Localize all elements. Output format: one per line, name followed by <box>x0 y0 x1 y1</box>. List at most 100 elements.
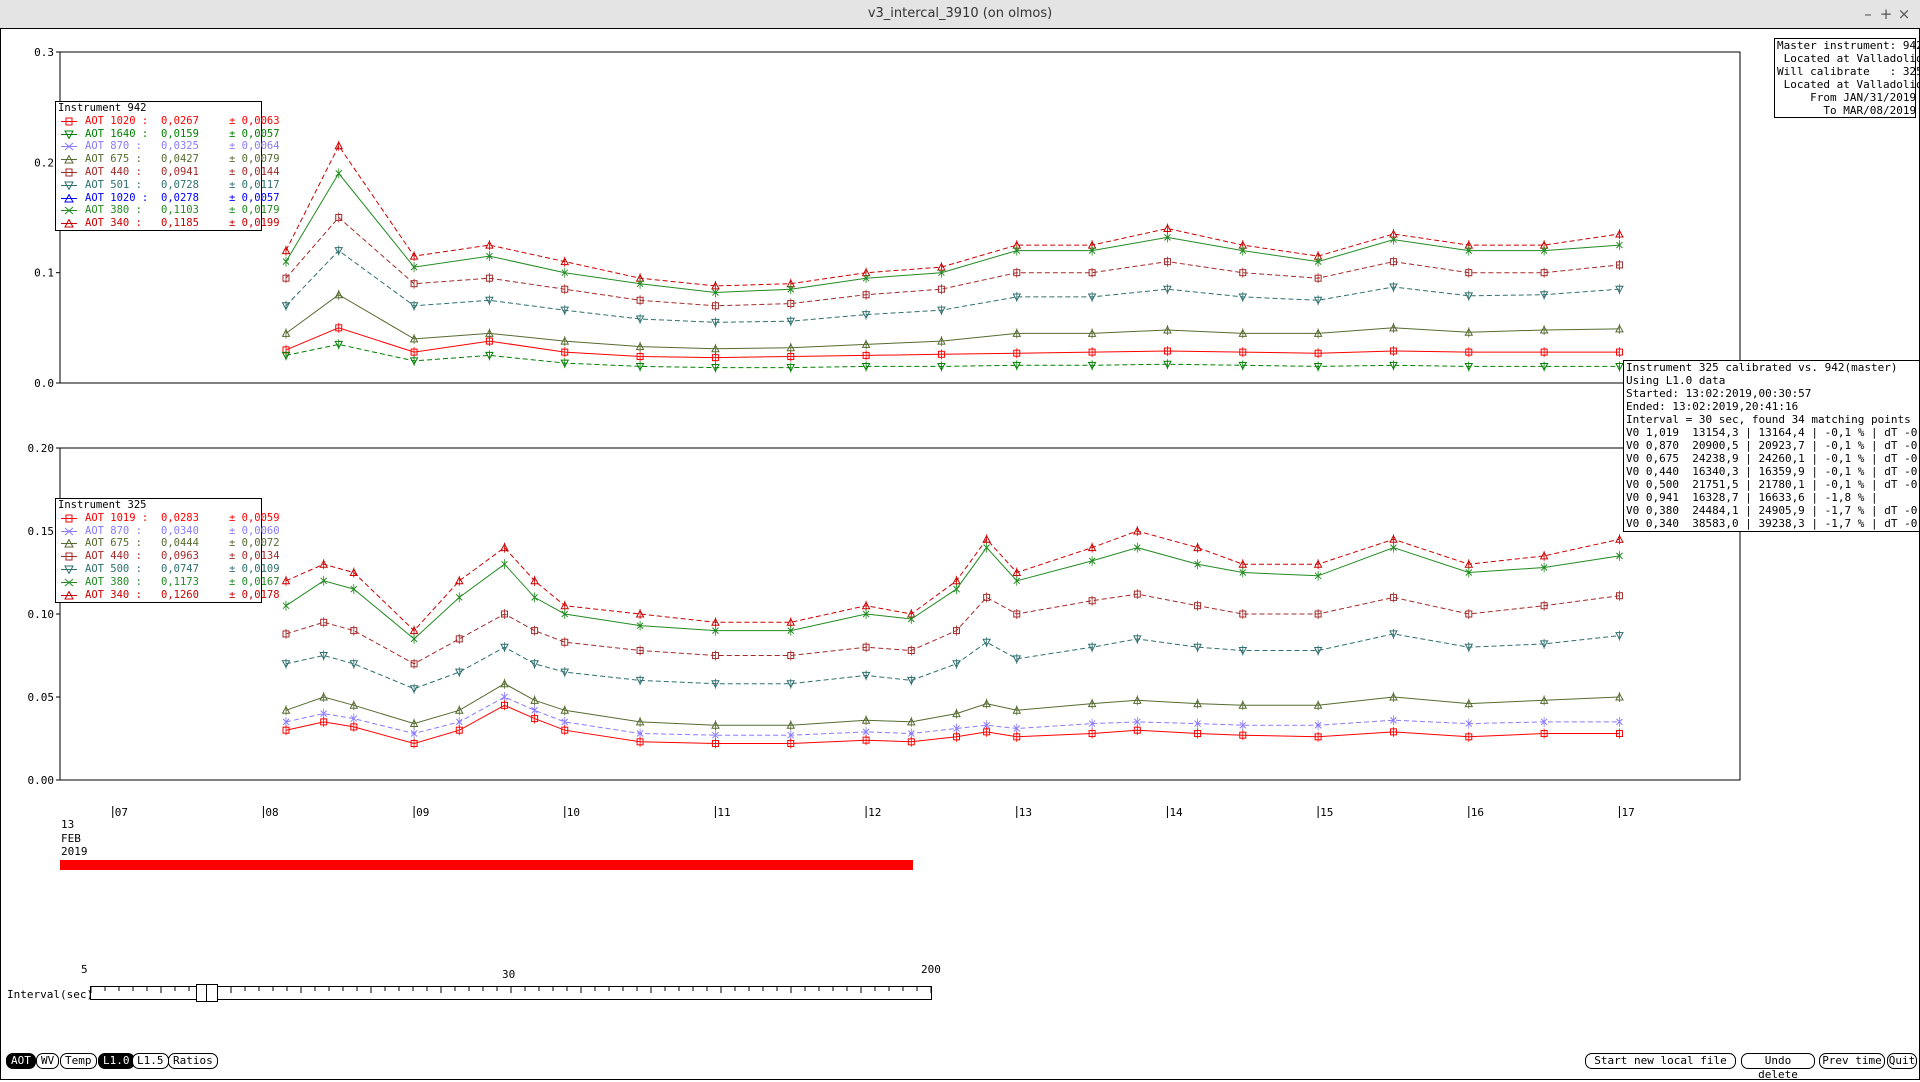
data-point <box>636 353 644 361</box>
data-point <box>1013 577 1021 585</box>
data-point <box>1615 324 1624 333</box>
data-point <box>937 362 946 372</box>
data-point <box>1464 699 1474 708</box>
data-point <box>1194 560 1201 568</box>
data-point <box>1239 731 1247 739</box>
x-marker-icon <box>61 578 77 587</box>
legend-value: 0,1185 <box>161 217 199 230</box>
data-point <box>1539 362 1549 372</box>
legend-name: AOT 870 : <box>85 140 142 153</box>
data-point <box>530 695 539 704</box>
prev-time-button[interactable]: Prev time <box>1819 1053 1885 1069</box>
data-point <box>560 257 570 266</box>
calib-line: V0 0,440 16340,3 | 16359,9 | -0,1 % | dT… <box>1626 465 1920 478</box>
series-line <box>285 704 1620 745</box>
data-point <box>1389 258 1397 266</box>
data-point <box>282 718 290 726</box>
legend-err: ± 0,0199 <box>229 217 280 230</box>
l10-button[interactable]: L1.0 <box>98 1053 135 1069</box>
calib-line: Using L1.0 data <box>1626 374 1726 387</box>
data-point <box>1615 362 1624 372</box>
legend-name: AOT 675 : <box>85 153 142 166</box>
series-line <box>285 172 1620 294</box>
legend-item: AOT 870 : 0,0340 ± 0,0060 <box>56 524 280 538</box>
maximize-button[interactable]: + <box>1879 5 1893 23</box>
calib-line: V0 0,870 20900,5 | 20923,7 | -0,1 % | dT… <box>1626 439 1920 452</box>
data-point <box>952 660 961 669</box>
data-point <box>1540 730 1548 738</box>
data-point <box>711 318 720 327</box>
data-point <box>861 671 871 680</box>
series-line <box>285 683 1620 726</box>
data-point <box>1540 348 1548 356</box>
data-point <box>787 300 795 308</box>
x-tick-label: 11 <box>717 806 730 819</box>
legend-name: AOT 870 : <box>85 524 142 537</box>
data-point <box>1239 721 1247 729</box>
master-info-line: To MAR/08/2019 <box>1777 104 1917 117</box>
temp-button[interactable]: Temp <box>60 1053 97 1069</box>
data-point <box>281 302 291 311</box>
data-point <box>1133 718 1141 726</box>
interval-slider-thumb[interactable] <box>196 984 218 1002</box>
data-point <box>787 652 795 659</box>
data-point <box>1615 348 1623 356</box>
plot-instrument-325: 0.00 0.05 0.10 0.15 0.20 <box>28 442 1741 787</box>
data-point <box>1088 720 1096 727</box>
aot-button[interactable]: AOT <box>6 1053 36 1069</box>
data-point <box>350 585 358 593</box>
data-point <box>983 728 991 736</box>
calib-line: V0 1,019 13154,3 | 13164,4 | -0,1 % | dT… <box>1626 426 1920 439</box>
data-point <box>1012 705 1022 714</box>
data-point <box>862 728 870 736</box>
legend-name: AOT 340 : <box>85 588 142 601</box>
x-tick-label: 10 <box>567 806 580 819</box>
data-point <box>410 280 418 288</box>
data-point <box>862 274 870 282</box>
data-point <box>1465 269 1473 277</box>
data-point <box>1314 572 1322 580</box>
legend-err: ± 0,0063 <box>229 114 280 127</box>
ratios-button[interactable]: Ratios <box>168 1053 218 1069</box>
x-tick-label: 07 <box>115 806 128 819</box>
legend-name: AOT 675 : <box>85 537 142 550</box>
wv-button[interactable]: WV <box>36 1053 60 1069</box>
data-point <box>1389 630 1398 639</box>
data-point <box>409 302 419 311</box>
legend-item: AOT 380 : 0,1103 ± 0,0179 <box>56 204 280 217</box>
data-point <box>1314 721 1322 729</box>
calib-line: V0 0,380 24484,1 | 24905,9 | -1,7 % | dT… <box>1626 504 1920 517</box>
legend-value: 0,0340 <box>161 524 199 537</box>
data-point <box>635 717 645 726</box>
start-new-local-file-button[interactable]: Start new local file <box>1585 1053 1736 1069</box>
data-point <box>350 715 358 722</box>
data-point <box>861 339 871 348</box>
data-point <box>636 647 644 655</box>
undo-delete-button[interactable]: Undo delete <box>1741 1053 1815 1081</box>
data-point <box>486 252 493 260</box>
y-tick-label: 0.1 <box>34 267 54 280</box>
data-point <box>1238 328 1248 337</box>
minimize-button[interactable]: – <box>1864 5 1872 23</box>
legend-item: AOT 501 : 0,0728 ± 0,0117 <box>56 179 280 192</box>
data-point <box>1163 325 1172 334</box>
data-point <box>1238 361 1248 370</box>
data-point <box>1012 361 1022 370</box>
data-point <box>1238 559 1248 568</box>
data-point <box>711 680 720 689</box>
data-range-bar <box>60 860 913 870</box>
data-point <box>1163 258 1171 266</box>
data-point <box>409 626 419 635</box>
data-point <box>983 544 990 551</box>
x-tick-label: 17 <box>1621 806 1634 819</box>
data-point <box>320 577 328 585</box>
data-point <box>455 594 463 601</box>
data-point <box>1540 269 1548 277</box>
close-button[interactable]: × <box>1897 5 1911 23</box>
quit-button[interactable]: Quit <box>1887 1053 1917 1069</box>
data-point <box>1087 543 1097 552</box>
data-point <box>711 617 720 626</box>
x-marker-icon <box>61 527 77 535</box>
l15-button[interactable]: L1.5 <box>132 1053 169 1069</box>
